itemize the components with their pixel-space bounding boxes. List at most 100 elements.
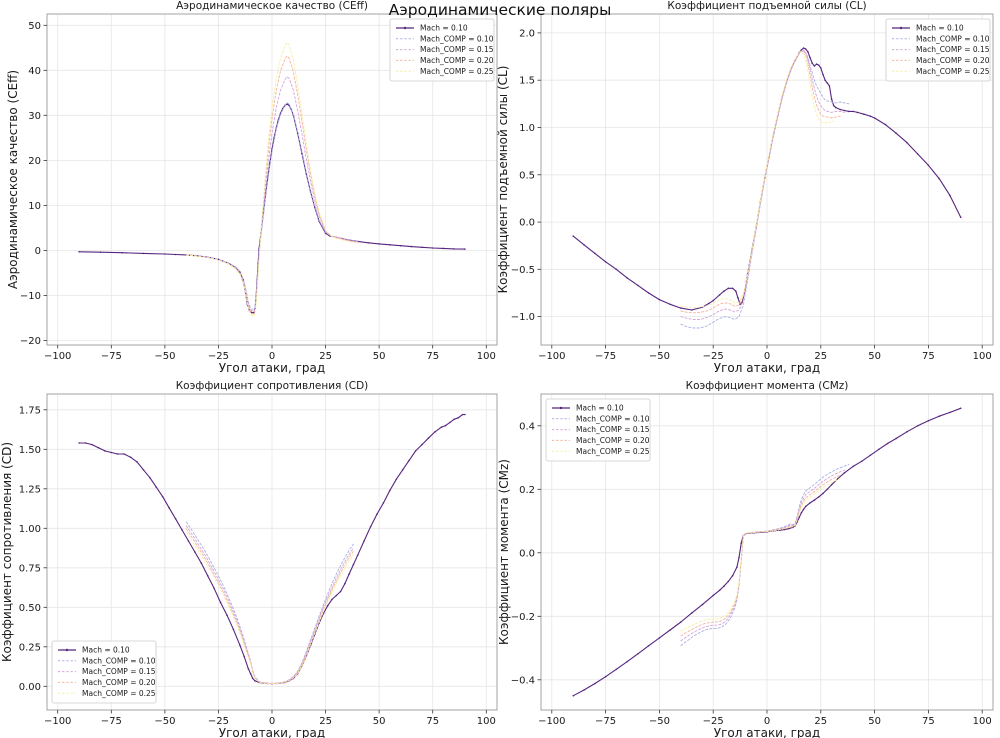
legend-label: Mach_COMP = 0.10 (420, 34, 494, 43)
y-tick-label: −0.4 (511, 675, 535, 686)
marker-dot (301, 152, 303, 155)
marker-dot (737, 296, 739, 299)
marker-dot (369, 525, 372, 528)
legend-entry: Mach_COMP = 0.15 (396, 45, 494, 54)
x-tick-label: 75 (426, 351, 439, 362)
marker-dot (738, 556, 740, 559)
legend-sample-marker (899, 26, 903, 30)
y-tick-label: −0.5 (511, 265, 535, 276)
marker-dot (174, 518, 177, 520)
legend-entry: Mach_COMP = 0.10 (892, 34, 990, 43)
legend-sample-marker (403, 26, 407, 30)
marker-dot (863, 113, 865, 115)
marker-dot (809, 502, 811, 504)
y-tick-label: 0.50 (19, 603, 41, 614)
marker-dot (895, 132, 897, 134)
marker-dot (852, 110, 854, 113)
x-tick-label: 25 (319, 351, 332, 362)
x-tick-label: −100 (538, 351, 565, 362)
marker-dot (740, 542, 742, 545)
marker-dot (129, 456, 132, 459)
marker-dot (802, 508, 805, 511)
marker-dot (873, 117, 876, 119)
y-tick-label: 0.00 (19, 682, 41, 693)
marker-dot (809, 56, 811, 59)
legend-entry: Mach_COMP = 0.15 (552, 425, 650, 434)
marker-dot (626, 660, 628, 663)
marker-dot (389, 489, 391, 492)
marker-dot (217, 258, 220, 261)
marker-dot (701, 603, 704, 606)
marker-dot (286, 103, 288, 105)
marker-dot (647, 645, 650, 647)
marker-dot (572, 694, 575, 697)
x-tick-label: −75 (595, 351, 616, 362)
marker-dot (817, 64, 820, 66)
legend-sample-marker (559, 406, 563, 410)
marker-dot (708, 302, 710, 305)
y-axis: −1.0 −0.5 0.0 0.5 1.0 1.5 2.0 (511, 28, 541, 323)
marker-dot (164, 253, 166, 255)
marker-dot (142, 469, 145, 471)
marker-dot (727, 287, 730, 290)
marker-dot (787, 527, 790, 530)
marker-dot (895, 437, 897, 440)
x-axis-label: Угол атаки, град (219, 361, 325, 375)
series-markers-0 (572, 407, 962, 697)
x-tick-label: −100 (44, 716, 71, 727)
x-axis: −100 −75 −50 −25 0 25 50 75 100 (538, 345, 992, 362)
x-tick-label: 100 (477, 716, 496, 727)
legend-label: Mach_COMP = 0.20 (576, 436, 650, 445)
marker-dot (813, 65, 816, 67)
marker-dot (658, 298, 661, 301)
marker-dot (731, 287, 734, 290)
subplot-title: Коэффициент сопротивления (CD) (176, 380, 369, 392)
marker-dot (453, 248, 455, 250)
legend-label: Mach_COMP = 0.20 (420, 56, 494, 65)
marker-dot (97, 446, 100, 449)
marker-dot (249, 672, 252, 675)
marker-dot (820, 67, 822, 69)
marker-dot (852, 465, 854, 468)
marker-dot (254, 680, 256, 682)
y-tick-label: 20 (28, 156, 41, 167)
marker-dot (253, 311, 255, 314)
marker-dot (843, 472, 846, 474)
marker-dot (572, 235, 575, 237)
marker-dot (927, 419, 930, 422)
x-tick-label: 0 (764, 716, 770, 727)
y-axis-label: Коэффициент момента (CMz) (497, 459, 511, 645)
marker-dot (800, 49, 803, 51)
marker-dot (363, 540, 365, 542)
legend-box (51, 640, 157, 704)
marker-dot (440, 426, 443, 429)
marker-dot (226, 614, 228, 616)
x-tick-label: −50 (649, 351, 670, 362)
marker-dot (735, 290, 737, 292)
marker-dot (121, 251, 123, 254)
marker-dot (410, 245, 413, 248)
x-tick-label: −100 (538, 716, 565, 727)
x-tick-label: −100 (44, 351, 71, 362)
marker-dot (718, 589, 721, 592)
marker-dot (250, 311, 253, 314)
marker-dot (723, 290, 725, 292)
marker-dot (213, 587, 215, 590)
marker-dot (583, 244, 585, 246)
legend-entry: Mach_COMP = 0.25 (552, 447, 650, 456)
x-tick-label: 100 (973, 716, 992, 727)
y-axis: −20 −10 0 10 20 30 40 50 (20, 21, 47, 347)
y-tick-label: −0.2 (511, 612, 535, 623)
marker-dot (804, 48, 807, 50)
x-tick-label: 25 (814, 716, 827, 727)
marker-dot (421, 443, 423, 446)
x-tick-label: 50 (373, 351, 386, 362)
y-tick-label: 0.75 (19, 563, 41, 574)
marker-dot (116, 453, 119, 455)
marker-dot (906, 431, 908, 433)
marker-dot (959, 216, 962, 219)
marker-dot (99, 251, 102, 253)
subplot-title: Коэффициент подъемной силы (CL) (667, 0, 866, 12)
series-line-4 (185, 41, 359, 317)
